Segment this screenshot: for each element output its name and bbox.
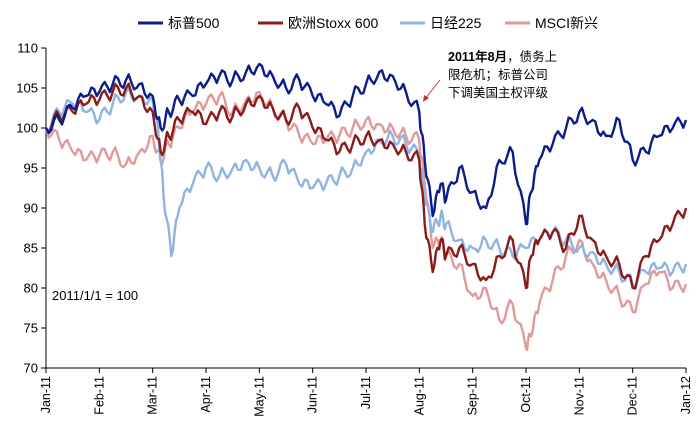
y-tick-label: 80 xyxy=(24,281,38,296)
x-tick-label: Jun-11 xyxy=(306,376,320,413)
y-tick-label: 90 xyxy=(24,201,38,216)
annotation-arrow-line xyxy=(424,79,441,100)
series-line-2 xyxy=(45,86,688,290)
x-tick-label: Aug-11 xyxy=(412,376,426,415)
series-line-3 xyxy=(44,90,688,352)
x-tick-label: Jul-11 xyxy=(359,376,373,409)
series-line-0 xyxy=(44,62,688,226)
x-tick-label: Feb-11 xyxy=(92,376,106,415)
x-tick-label: Nov-11 xyxy=(572,376,586,415)
x-tick-label: Dec-11 xyxy=(626,376,640,415)
annotation-line-2: 限危机；标普公司 xyxy=(448,68,548,82)
legend: 标普500 欧洲Stoxx 600 日经225 MSCI新兴 xyxy=(138,15,598,31)
x-tick-label: Jan-12 xyxy=(679,376,693,414)
annotation-arrow-head xyxy=(423,95,429,102)
series-layer xyxy=(44,62,688,352)
x-tick-label: Jan-11 xyxy=(39,376,53,413)
x-tick-label: Mar-11 xyxy=(146,376,160,415)
legend-label-1: 欧洲Stoxx 600 xyxy=(288,15,378,31)
annotation-line-1: 2011年8月，债务上 xyxy=(448,49,557,64)
legend-label-3: MSCI新兴 xyxy=(535,15,598,31)
y-axis: 70 75 80 85 90 95 100 105 110 xyxy=(16,41,47,376)
x-tick-label: Sep-11 xyxy=(466,376,480,415)
y-tick-label: 95 xyxy=(24,161,38,176)
y-tick-label: 105 xyxy=(16,81,38,96)
x-tick-label: May-11 xyxy=(252,376,266,417)
x-tick-label: Apr-11 xyxy=(199,376,213,413)
annotation-bold-text: 2011年8月 xyxy=(448,49,507,64)
y-tick-label: 70 xyxy=(24,361,38,376)
base-label: 2011/1/1 = 100 xyxy=(52,288,138,303)
annotation-line-1-suffix: ，债务上 xyxy=(507,49,557,64)
y-tick-label: 100 xyxy=(16,121,38,136)
series-line-1 xyxy=(44,82,688,290)
y-tick-label: 110 xyxy=(17,41,38,56)
annotation-line-3: 下调美国主权评级 xyxy=(448,85,549,100)
y-tick-label: 85 xyxy=(24,241,38,256)
legend-label-0: 标普500 xyxy=(168,15,220,31)
x-axis: Jan-11 Feb-11 Mar-11 Apr-11 May-11 Jun-11 Jul-… xyxy=(39,367,693,417)
annotation: 2011年8月，债务上 限危机；标普公司 下调美国主权评级 xyxy=(423,49,557,102)
x-tick-label: Oct-11 xyxy=(519,376,533,413)
y-tick-label: 75 xyxy=(24,321,38,336)
legend-label-2: 日经225 xyxy=(430,15,482,31)
